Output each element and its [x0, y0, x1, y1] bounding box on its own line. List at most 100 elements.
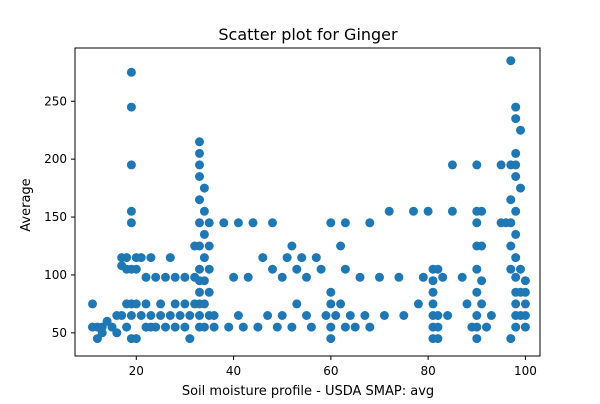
data-point	[316, 264, 326, 274]
data-point	[112, 328, 122, 338]
data-point	[428, 276, 438, 286]
y-axis-label: Average	[19, 178, 34, 231]
data-point	[126, 218, 136, 228]
data-point	[520, 322, 530, 332]
data-point	[520, 287, 530, 297]
data-point	[238, 322, 248, 332]
data-point	[233, 311, 243, 320]
data-point	[447, 160, 457, 170]
data-point	[516, 264, 525, 274]
data-point	[486, 311, 496, 320]
data-point	[156, 311, 166, 320]
data-point	[355, 272, 365, 282]
data-point	[146, 253, 156, 263]
data-point	[253, 322, 263, 332]
data-point	[141, 299, 151, 309]
data-point	[263, 311, 273, 320]
data-point	[122, 322, 132, 332]
data-point	[229, 272, 239, 282]
data-point	[180, 322, 190, 332]
data-point	[326, 287, 336, 297]
data-point	[511, 206, 521, 216]
data-point	[287, 322, 297, 332]
data-point	[520, 299, 530, 309]
data-point	[224, 322, 234, 332]
data-point	[126, 160, 136, 170]
data-point	[379, 311, 389, 320]
data-point	[516, 125, 525, 135]
data-point	[433, 334, 443, 344]
points-layer	[88, 56, 530, 344]
data-point	[170, 299, 180, 309]
data-point	[287, 241, 297, 251]
data-point	[136, 253, 146, 263]
data-point	[204, 287, 214, 297]
data-point	[438, 272, 448, 282]
data-point	[195, 311, 204, 320]
data-point	[204, 264, 214, 274]
data-point	[336, 241, 346, 251]
data-point	[423, 206, 433, 216]
data-point	[331, 311, 341, 320]
data-point	[409, 206, 418, 216]
data-point	[126, 206, 136, 216]
data-point	[365, 218, 375, 228]
y-tick-label: 50	[52, 326, 67, 340]
data-point	[204, 218, 214, 228]
data-point	[477, 241, 487, 251]
data-point	[248, 218, 258, 228]
data-point	[443, 311, 453, 320]
data-point	[199, 253, 209, 263]
data-point	[126, 67, 136, 77]
data-point	[156, 299, 166, 309]
data-point	[472, 311, 482, 320]
data-point	[131, 264, 141, 274]
data-point	[340, 264, 350, 274]
data-point	[345, 311, 355, 320]
data-point	[195, 241, 204, 251]
data-point	[477, 299, 487, 309]
data-point	[268, 218, 277, 228]
data-point	[268, 264, 277, 274]
y-tick-label: 100	[44, 268, 67, 282]
data-point	[472, 287, 482, 297]
data-point	[277, 272, 287, 282]
data-point	[185, 311, 195, 320]
data-point	[199, 322, 209, 332]
data-point	[195, 172, 204, 181]
data-point	[511, 322, 521, 332]
data-point	[326, 334, 336, 344]
data-point	[195, 195, 204, 205]
chart-title: Scatter plot for Ginger	[218, 25, 398, 44]
x-axis-label: Soil moisture profile - USDA SMAP: avg	[182, 384, 434, 399]
data-point	[199, 276, 209, 286]
data-point	[146, 311, 156, 320]
data-point	[340, 218, 350, 228]
data-point	[506, 241, 516, 251]
data-point	[472, 264, 482, 274]
data-point	[340, 322, 350, 332]
x-tick-label: 20	[129, 364, 144, 378]
data-point	[462, 299, 472, 309]
data-point	[447, 206, 457, 216]
data-point	[272, 322, 282, 332]
data-point	[282, 253, 292, 263]
data-point	[511, 160, 521, 170]
data-point	[520, 276, 530, 286]
y-tick-label: 250	[44, 94, 67, 108]
x-tick-label: 80	[420, 364, 435, 378]
data-point	[321, 311, 331, 320]
data-point	[428, 287, 438, 297]
data-point	[122, 253, 132, 263]
data-point	[336, 299, 346, 309]
data-point	[165, 253, 175, 263]
data-point	[433, 311, 443, 320]
data-point	[511, 114, 521, 124]
data-point	[433, 322, 443, 332]
data-point	[88, 299, 97, 309]
data-point	[195, 148, 204, 158]
data-point	[399, 311, 409, 320]
data-point	[306, 322, 316, 332]
data-point	[511, 172, 521, 181]
